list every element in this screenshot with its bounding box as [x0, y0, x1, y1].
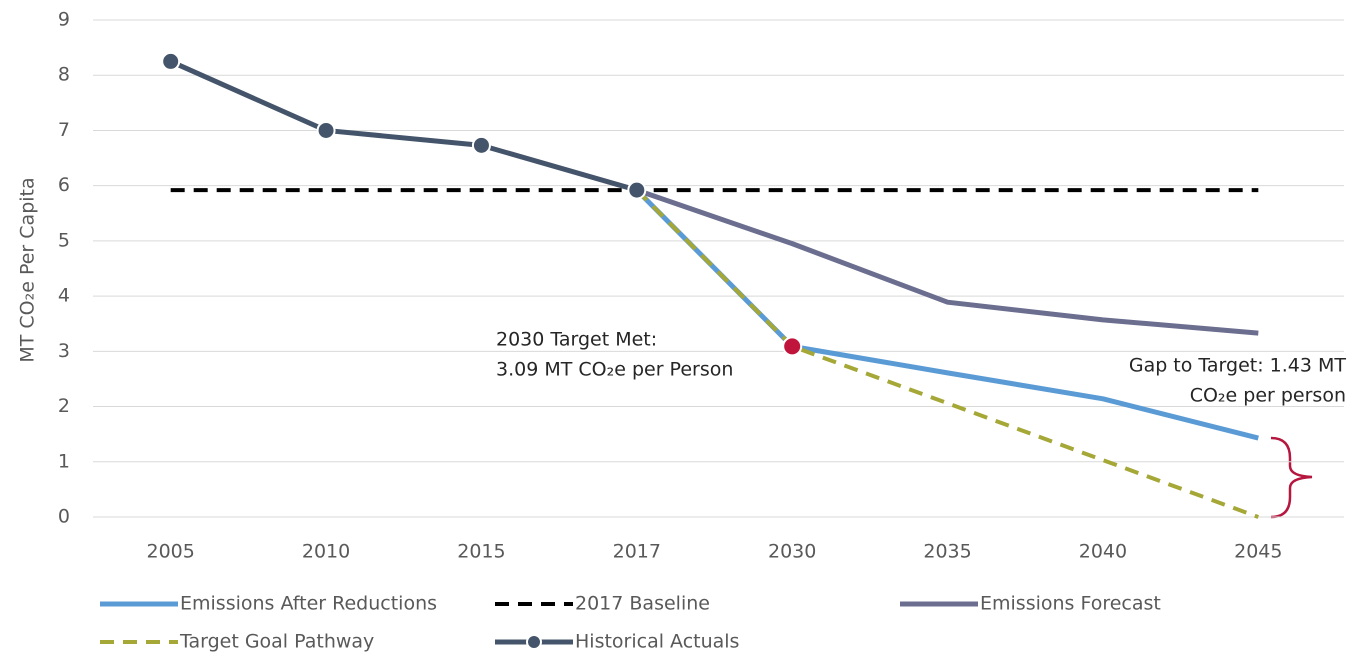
legend-label: 2017 Baseline [575, 593, 710, 615]
series-marker [627, 180, 647, 200]
target-marker [782, 336, 803, 357]
y-tick-label: 3 [58, 340, 70, 362]
legend-label: Emissions Forecast [980, 593, 1161, 615]
y-tick-label: 1 [58, 450, 70, 472]
grid [93, 19, 1344, 518]
y-tick-label: 5 [58, 229, 70, 251]
annotation: 3.09 MT CO₂e per Person [496, 359, 733, 381]
legend-label: Historical Actuals [575, 631, 739, 653]
y-tick-label: 6 [58, 174, 70, 196]
y-axis-label: MT CO₂e Per Capita [17, 177, 39, 362]
series-line [169, 59, 638, 193]
x-tick-label: 2035 [923, 541, 971, 563]
series-marker [471, 135, 491, 155]
annotation: Gap to Target: 1.43 MT [1129, 355, 1347, 377]
series-line [635, 188, 1259, 519]
annotation: CO₂e per person [1190, 385, 1346, 407]
x-tick-label: 2045 [1234, 541, 1282, 563]
y-tick-label: 4 [58, 285, 70, 307]
y-tick-label: 2 [58, 395, 70, 417]
x-tick-label: 2010 [302, 541, 350, 563]
x-tick-label: 2017 [613, 541, 661, 563]
y-tick-label: 0 [58, 506, 70, 528]
annotation: 2030 Target Met: [496, 329, 657, 351]
legend-label: Emissions After Reductions [180, 593, 437, 615]
x-tick-label: 2005 [147, 541, 195, 563]
legend-label: Target Goal Pathway [179, 631, 374, 653]
series-marker [316, 120, 336, 140]
x-tick-label: 2030 [768, 541, 816, 563]
legend-marker [526, 634, 542, 650]
y-tick-label: 9 [58, 9, 70, 31]
x-tick-label: 2015 [457, 541, 505, 563]
series-line [635, 188, 1259, 441]
series-marker [161, 51, 181, 71]
y-tick-label: 7 [58, 119, 70, 141]
gap-brace [1270, 436, 1313, 519]
series-line [635, 187, 1259, 336]
x-tick-label: 2040 [1079, 541, 1127, 563]
y-tick-label: 8 [58, 64, 70, 86]
